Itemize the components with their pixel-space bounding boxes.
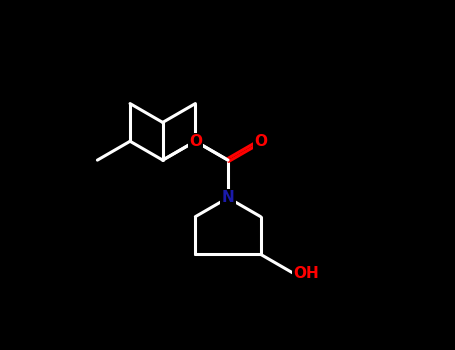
Text: O: O bbox=[189, 134, 202, 149]
Text: O: O bbox=[254, 134, 267, 149]
Text: OH: OH bbox=[293, 266, 319, 281]
Text: N: N bbox=[222, 190, 234, 205]
